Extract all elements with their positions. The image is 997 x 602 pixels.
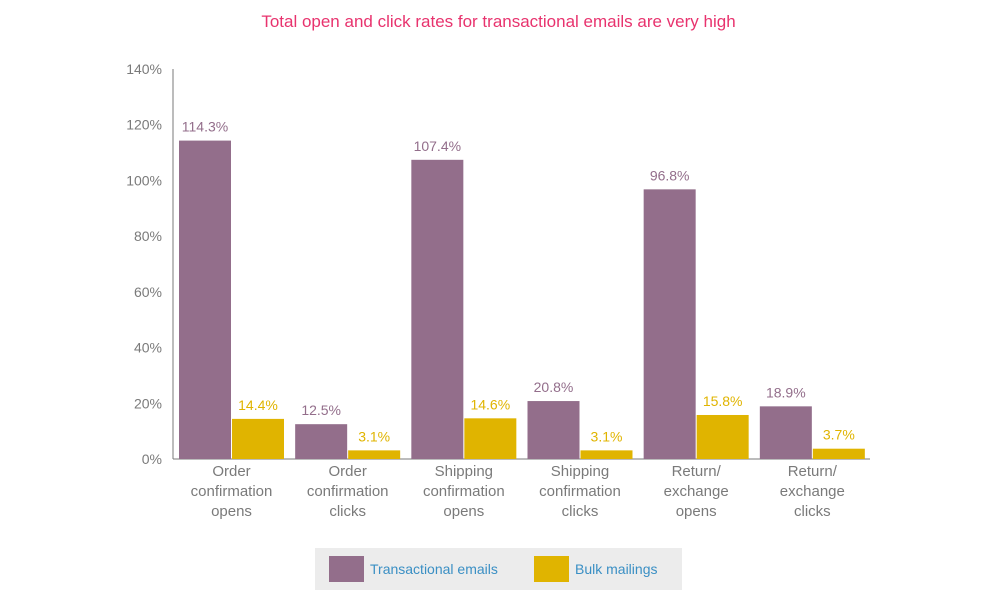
y-tick-label: 80% bbox=[134, 228, 162, 244]
x-tick-label: opens bbox=[211, 503, 252, 520]
x-tick-label: exchange bbox=[780, 483, 845, 500]
bar-transactional bbox=[411, 159, 464, 460]
legend-swatch-bulk bbox=[534, 556, 569, 582]
x-tick-label: Return/ bbox=[672, 463, 722, 480]
bar-bulk bbox=[232, 418, 284, 459]
x-tick-label: Order bbox=[212, 463, 250, 480]
data-label: 14.4% bbox=[238, 397, 278, 413]
bar-transactional bbox=[179, 140, 231, 460]
y-tick-label: 140% bbox=[126, 61, 162, 77]
x-tick-label: Return/ bbox=[788, 463, 838, 480]
x-tick-label: clicks bbox=[329, 503, 366, 520]
data-label: 114.3% bbox=[182, 119, 228, 135]
legend: Transactional emails Bulk mailings bbox=[315, 548, 682, 590]
data-label: 3.1% bbox=[591, 428, 623, 444]
y-tick-label: 0% bbox=[142, 451, 162, 467]
x-tick-label: clicks bbox=[794, 503, 831, 520]
data-label: 12.5% bbox=[301, 402, 341, 418]
bar-transactional bbox=[759, 406, 812, 459]
data-label: 18.9% bbox=[766, 384, 806, 400]
data-label: 15.8% bbox=[703, 393, 743, 409]
chart-title: Total open and click rates for transacti… bbox=[261, 12, 736, 31]
data-label: 14.6% bbox=[470, 396, 510, 412]
bar-transactional bbox=[643, 189, 696, 460]
x-tick-label: confirmation bbox=[307, 483, 389, 500]
legend-item-transactional: Transactional emails bbox=[329, 548, 498, 590]
x-tick-label: opens bbox=[443, 503, 484, 520]
y-tick-label: 100% bbox=[126, 172, 162, 188]
y-tick-label: 120% bbox=[126, 117, 162, 133]
y-tick-label: 60% bbox=[134, 284, 162, 300]
x-tick-label: exchange bbox=[664, 483, 729, 500]
legend-label-transactional: Transactional emails bbox=[370, 561, 498, 577]
x-tick-label: Shipping bbox=[435, 463, 493, 480]
x-tick-label: confirmation bbox=[423, 483, 505, 500]
bar-bulk bbox=[696, 414, 749, 459]
y-tick-label: 20% bbox=[134, 395, 162, 411]
data-label: 96.8% bbox=[650, 167, 690, 183]
data-label: 3.7% bbox=[823, 427, 855, 443]
x-tick-label: opens bbox=[676, 503, 717, 520]
x-tick-label: Order bbox=[328, 463, 366, 480]
legend-item-bulk: Bulk mailings bbox=[534, 548, 657, 590]
bar-bulk bbox=[580, 450, 633, 459]
x-tick-label: clicks bbox=[562, 503, 599, 520]
data-label: 3.1% bbox=[358, 428, 390, 444]
bar-transactional bbox=[527, 401, 580, 459]
legend-swatch-transactional bbox=[329, 556, 364, 582]
bar-transactional bbox=[295, 424, 348, 459]
x-tick-label: Shipping bbox=[551, 463, 609, 480]
data-label: 20.8% bbox=[534, 379, 574, 395]
bar-bulk bbox=[812, 448, 865, 459]
x-tick-label: confirmation bbox=[539, 483, 621, 500]
bar-bulk bbox=[348, 450, 401, 459]
bar-bulk bbox=[464, 418, 517, 459]
data-label: 107.4% bbox=[414, 138, 461, 154]
legend-label-bulk: Bulk mailings bbox=[575, 561, 658, 577]
y-tick-label: 40% bbox=[134, 340, 162, 356]
x-tick-label: confirmation bbox=[191, 483, 273, 500]
